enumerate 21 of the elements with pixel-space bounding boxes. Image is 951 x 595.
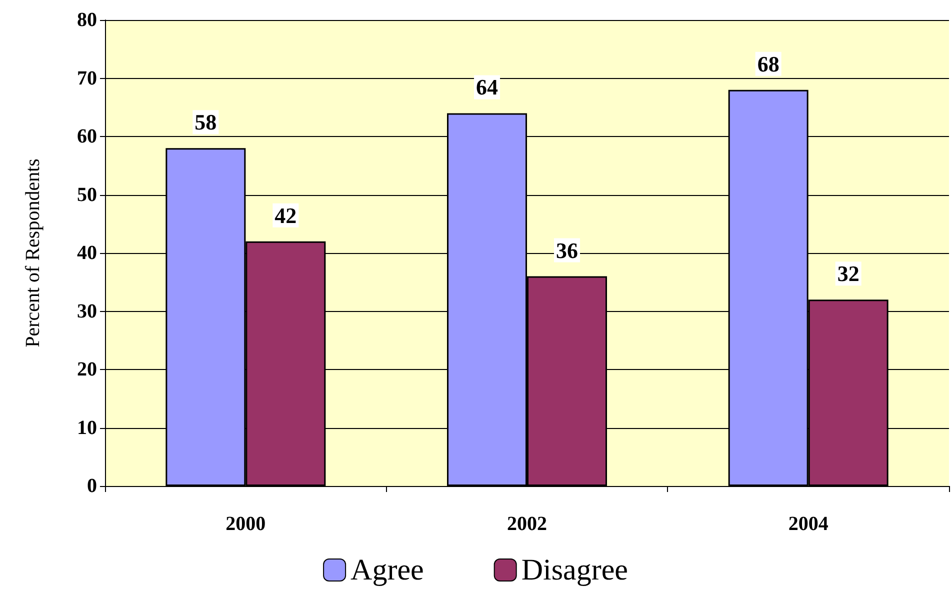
- y-tick-label: 0: [87, 475, 97, 497]
- x-tick-label: 2002: [507, 513, 547, 535]
- data-label: 68: [757, 51, 780, 76]
- y-tick-label: 40: [77, 242, 97, 264]
- x-tick-label: 2004: [788, 513, 828, 535]
- y-tick-label: 30: [77, 300, 97, 322]
- y-tick-label: 10: [77, 416, 97, 439]
- legend-label: Disagree: [521, 554, 628, 586]
- y-tick-label: 20: [77, 358, 97, 380]
- data-label: 32: [837, 261, 860, 286]
- data-label: 42: [274, 202, 297, 228]
- y-axis-title: Percent of Respondents: [22, 158, 44, 348]
- legend-label: Agree: [350, 554, 424, 586]
- y-tick-label: 70: [77, 67, 97, 90]
- y-tick-label: 80: [77, 9, 97, 31]
- data-label: 64: [476, 74, 498, 100]
- data-label: 36: [556, 238, 578, 263]
- x-tick-label: 2000: [226, 513, 266, 535]
- y-tick-label: 60: [77, 126, 97, 148]
- data-label: 58: [194, 110, 217, 135]
- y-tick-label: 50: [77, 184, 97, 206]
